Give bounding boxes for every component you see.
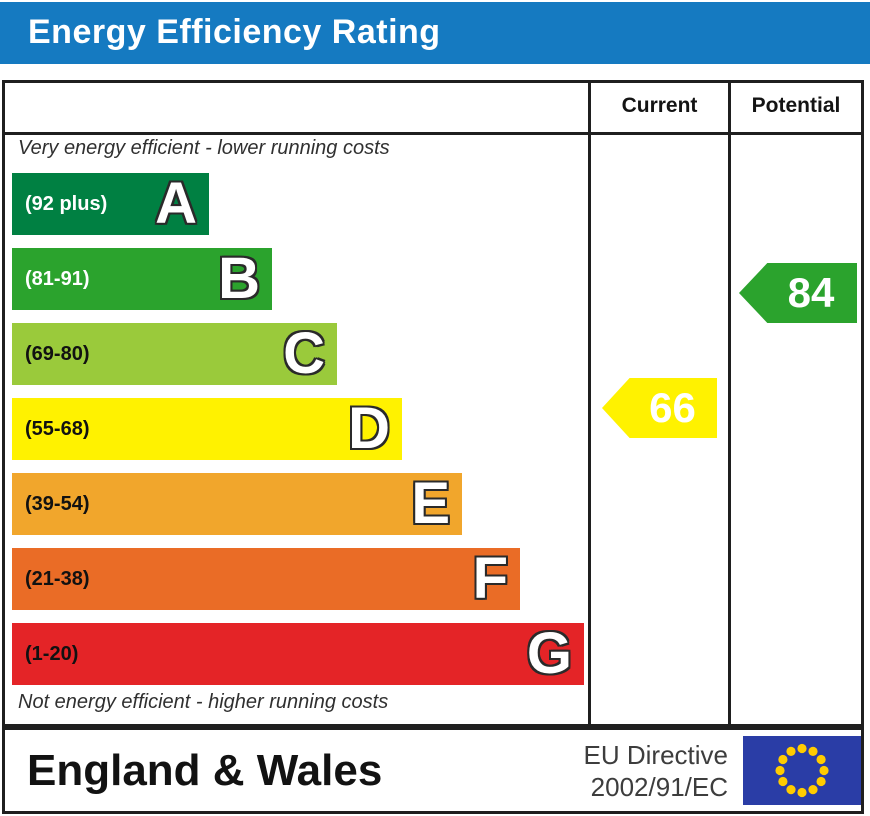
top-note: Very energy efficient - lower running co… [18,137,390,159]
band-letter: B [218,246,260,311]
band-d: (55-68) D [12,398,402,460]
band-range-label: (39-54) [25,492,90,515]
potential-rating-value: 84 [787,269,835,316]
band-range-label: (69-80) [25,342,90,365]
band-range-label: (1-20) [25,642,79,665]
band-range-label: (81-91) [25,267,90,290]
eu-directive-label: EU Directive 2002/91/EC [584,739,728,803]
eu-flag-icon [743,736,861,805]
footer: England & Wales EU Directive 2002/91/EC [2,727,864,814]
band-a: (92 plus) A [12,173,209,235]
band-range-label: (92 plus) [25,192,108,215]
band-c: (69-80) C [12,323,337,385]
band-letter: E [411,471,450,536]
bottom-note: Not energy efficient - higher running co… [18,691,389,713]
band-e: (39-54) E [12,473,462,535]
column-divider [588,83,591,724]
band-range-label: (55-68) [25,417,90,440]
eu-directive-line2: 2002/91/EC [590,771,728,802]
column-divider [728,83,731,724]
band-f: (21-38) F [12,548,520,610]
column-header-current: Current [621,94,698,117]
title-bar: Energy Efficiency Rating [0,2,870,64]
band-letter: G [526,621,572,686]
column-header-potential: Potential [751,94,841,117]
region-label: England & Wales [27,745,383,795]
page-title: Energy Efficiency Rating [28,13,441,51]
band-range-label: (21-38) [25,567,90,590]
rating-table: Current Potential Very energy efficient … [2,80,864,727]
current-rating-value: 66 [649,384,696,431]
band-g: (1-20) G [12,623,584,685]
band-letter: D [348,396,390,461]
band-letter: F [472,546,508,611]
eu-directive-line1: EU Directive [583,739,728,770]
current-rating-arrow: 66 [602,378,717,438]
header-divider [5,132,861,135]
band-b: (81-91) B [12,248,272,310]
band-letter: A [155,171,197,236]
band-letter: C [283,321,325,386]
potential-rating-arrow: 84 [739,263,857,323]
